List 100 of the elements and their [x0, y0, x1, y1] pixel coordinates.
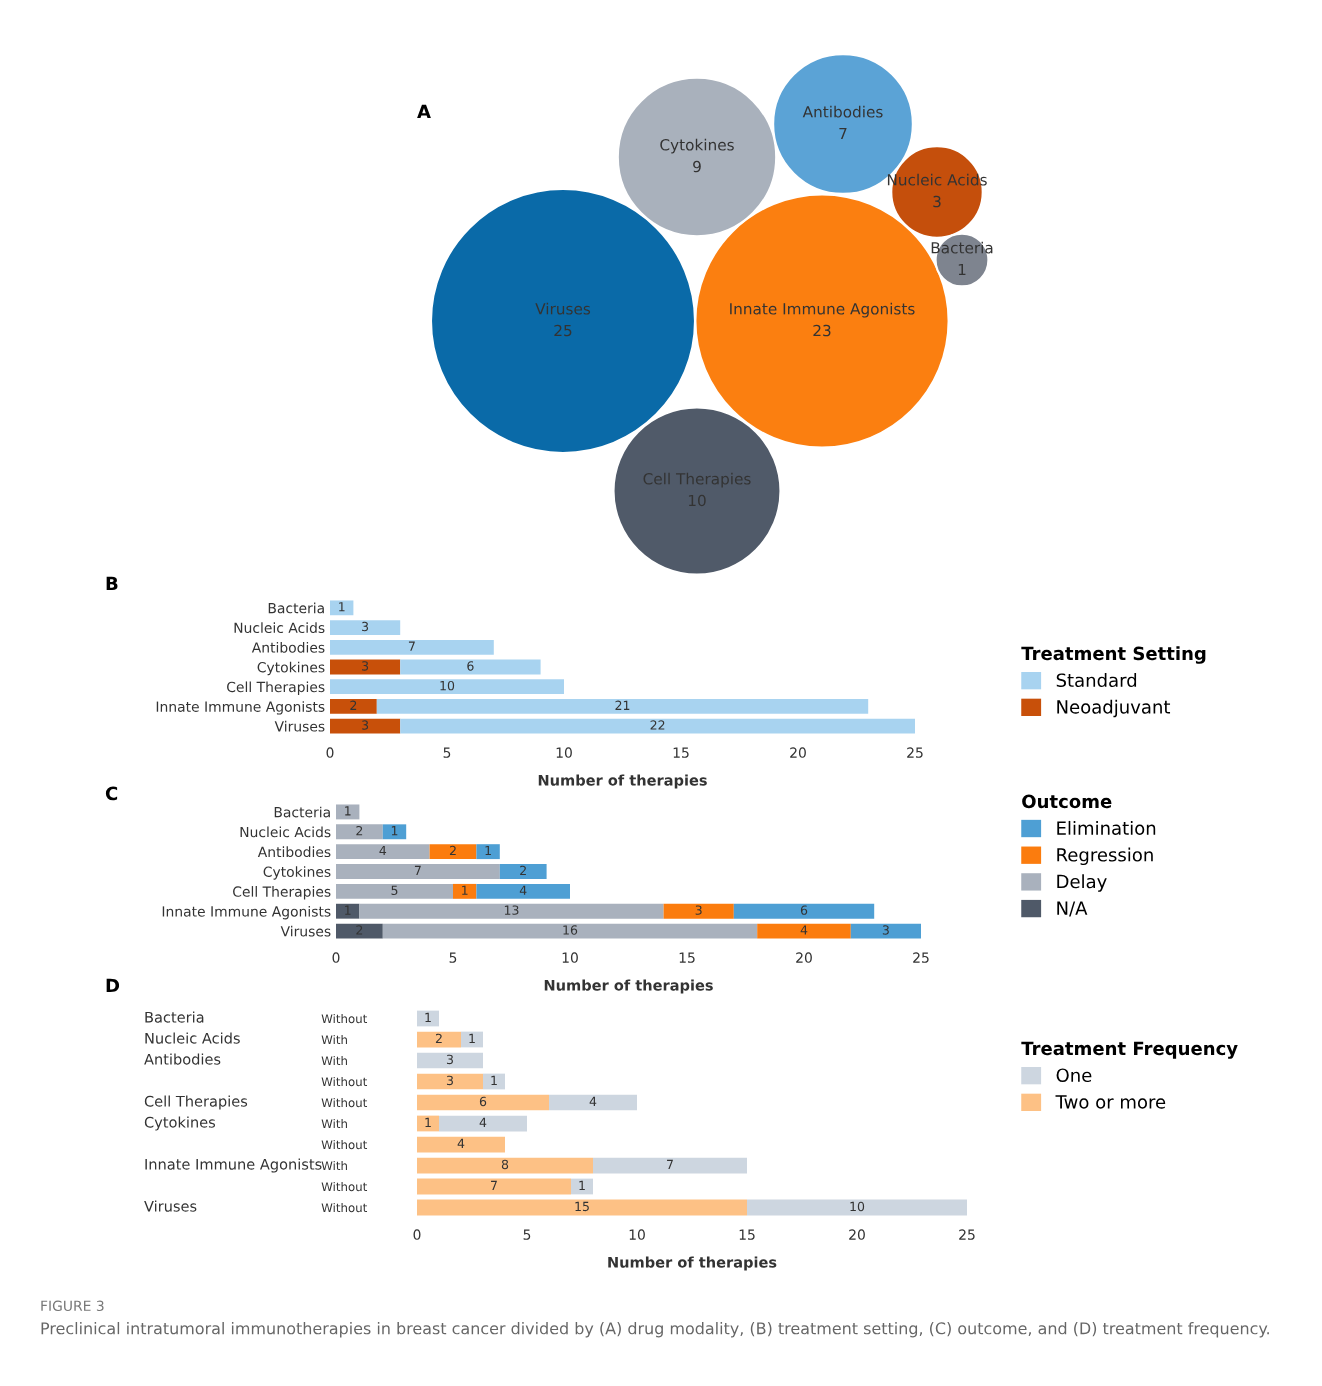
- legend-label: One: [1056, 1068, 1092, 1083]
- y-tick-label: Without: [321, 1077, 368, 1087]
- y2-tick-label: Nucleic Acids: [145, 1032, 240, 1044]
- legend-label: Two or more: [1055, 1095, 1166, 1109]
- y-tick-label: With: [321, 1161, 347, 1170]
- data-label: 1: [425, 1012, 431, 1022]
- data-label: 3: [695, 905, 702, 915]
- data-label: 1: [462, 885, 468, 895]
- data-label: 22: [650, 720, 665, 730]
- data-label: 6: [800, 905, 808, 915]
- x-axis-title: Number of therapies: [608, 1256, 777, 1271]
- x-tick-label: 10: [562, 952, 578, 963]
- bar: [330, 600, 354, 616]
- bar: [453, 883, 477, 899]
- bar: [330, 620, 401, 635]
- bar: [330, 639, 494, 655]
- caption: FIGURE 3: [41, 1300, 104, 1312]
- bar: [336, 923, 383, 939]
- data-label: 1: [391, 826, 398, 836]
- data-label: 3: [446, 1054, 453, 1065]
- bar: [571, 1178, 593, 1195]
- bar: [336, 824, 383, 840]
- data-label: 3: [362, 621, 369, 632]
- data-label: 3: [882, 925, 889, 935]
- legend-label: Elimination: [1057, 820, 1156, 835]
- bar: [757, 923, 851, 939]
- text: D: [106, 978, 120, 992]
- y-tick-label: Without: [321, 1182, 368, 1192]
- data-label: 5: [391, 885, 398, 895]
- data-label: 3: [362, 720, 369, 730]
- bar: [417, 1157, 593, 1174]
- x-tick-label: 5: [443, 747, 451, 758]
- data-label: 1: [469, 1033, 475, 1043]
- y-tick-label: Innate Immune Agonists: [156, 701, 325, 715]
- bar: [400, 659, 541, 675]
- bar: [476, 844, 500, 860]
- y-tick-label: Without: [321, 1098, 368, 1108]
- data-label: 8: [501, 1159, 509, 1170]
- data-label: 1: [579, 1180, 585, 1190]
- x-tick-label: 20: [796, 952, 812, 963]
- data-label: 7: [414, 865, 421, 875]
- bar: [417, 1136, 505, 1153]
- y-tick-label: Antibodies: [251, 642, 325, 653]
- legend-title: Outcome: [1022, 794, 1112, 809]
- data-label: 6: [467, 661, 474, 671]
- legend-title: Treatment Setting: [1021, 646, 1206, 664]
- category-label: Antibodies: [802, 105, 883, 118]
- legend-label: Regression: [1057, 847, 1153, 866]
- bar: [330, 718, 401, 734]
- text: Preclinical intratumoral immunotherapies in breast cancer divided by (A) drug modality, (B) treatment setting, (C) outcome, and (D) treatment frequency.: [41, 1322, 1269, 1338]
- data-label: 13: [504, 905, 519, 915]
- data-label: 16: [563, 925, 578, 935]
- category-label: Cytokines: [660, 138, 734, 154]
- bar: [330, 699, 377, 714]
- x-tick-label: 15: [739, 1229, 755, 1240]
- bar: [417, 1052, 483, 1069]
- x-tick-label: 10: [629, 1229, 645, 1240]
- data-label: 1: [491, 1075, 497, 1085]
- data-label: 4: [589, 1096, 597, 1106]
- y-tick-label: Bacteria: [274, 806, 330, 818]
- legend-title: Treatment Frequency: [1021, 1041, 1238, 1059]
- data-label: 10: [850, 1201, 865, 1212]
- bar: [461, 1031, 483, 1048]
- bar: [417, 1178, 571, 1195]
- data-label: 7: [667, 1159, 673, 1169]
- data-label: 4: [519, 885, 527, 895]
- data-label: 4: [457, 1138, 465, 1148]
- bar: [336, 903, 360, 919]
- data-label: 3: [446, 1075, 453, 1086]
- y-tick-label: With: [321, 1056, 347, 1065]
- y-tick-label: Innate Immune Agonists: [162, 905, 331, 920]
- legend-label: Neoadjuvant: [1057, 699, 1171, 718]
- y-tick-label: Cytokines: [257, 661, 325, 676]
- bar: [417, 1094, 549, 1111]
- x-tick-label: 0: [413, 1229, 421, 1240]
- data-label: 2: [356, 825, 363, 836]
- bar: [382, 824, 407, 840]
- bar: [330, 659, 401, 675]
- bar: [593, 1157, 747, 1174]
- data-label: 7: [491, 1180, 497, 1190]
- data-label: 10: [440, 680, 455, 691]
- data-label: 15: [575, 1201, 589, 1212]
- data-label: 3: [362, 661, 369, 671]
- data-label: 4: [479, 1117, 487, 1127]
- bar: [359, 903, 664, 919]
- x-tick-label: 0: [326, 747, 334, 758]
- bar: [336, 864, 500, 879]
- bar: [417, 1010, 439, 1027]
- data-label: 7: [408, 641, 415, 651]
- x-tick-label: 10: [556, 747, 572, 758]
- y-tick-label: Viruses: [280, 925, 331, 937]
- y-tick-label: Cell Therapies: [227, 681, 325, 695]
- y-tick-label: Nucleic Acids: [240, 826, 331, 838]
- category-label: Innate Immune Agonists: [730, 302, 915, 318]
- data-label: 25: [554, 324, 572, 337]
- y2-tick-label: Cell Therapies: [144, 1095, 248, 1110]
- bar: [330, 679, 564, 695]
- x-tick-label: 5: [449, 952, 457, 963]
- y-tick-label: Viruses: [274, 720, 325, 732]
- bar: [336, 804, 360, 820]
